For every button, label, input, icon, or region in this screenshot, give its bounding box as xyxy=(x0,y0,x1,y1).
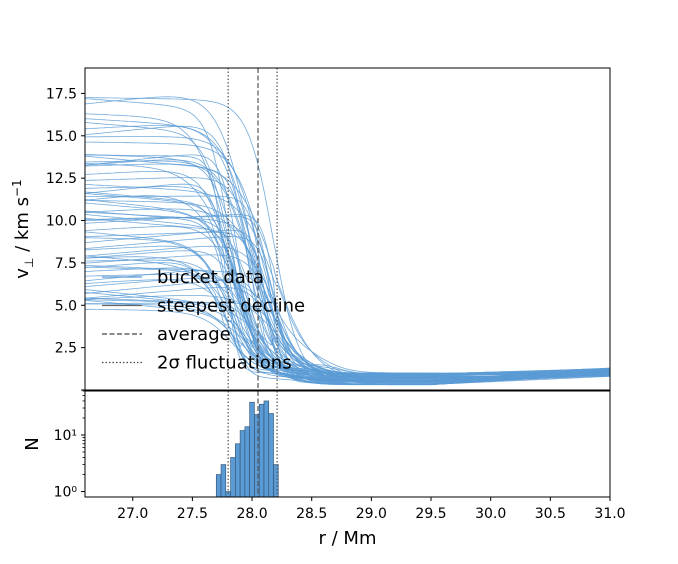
y-tick-label: 10⁰ xyxy=(54,485,78,501)
reference-lines-bottom xyxy=(227,391,278,497)
x-axis-label: r / Mm xyxy=(319,528,377,549)
x-tick-label: 30.5 xyxy=(535,506,566,522)
histogram-bar xyxy=(230,457,236,498)
x-tick-label: 27.5 xyxy=(177,506,208,522)
series-line xyxy=(84,183,610,375)
y-axis-bottom: 10⁰ 10¹ xyxy=(54,390,85,501)
legend-label: bucket data xyxy=(157,267,264,288)
y-tick-label: 17.5 xyxy=(46,86,77,102)
y-axis-label-part: ⊥ xyxy=(22,258,36,268)
legend-label: average xyxy=(157,324,231,345)
y-tick-label: 2.5 xyxy=(55,341,77,357)
y-axis-label-bottom: N xyxy=(22,437,43,450)
histogram-bar xyxy=(258,403,265,498)
histogram-bar xyxy=(244,426,250,498)
histogram-bar xyxy=(220,464,227,498)
series-line xyxy=(84,125,611,381)
legend-label: steepest decline xyxy=(157,296,305,317)
histogram-bars xyxy=(215,400,279,498)
histogram-bar xyxy=(215,474,222,498)
top-panel: bucket data steepest decline average 2σ flu… xyxy=(10,67,611,391)
top-plot-frame xyxy=(84,67,611,391)
x-tick-label: 31.0 xyxy=(594,506,625,522)
histogram-bar xyxy=(249,401,255,498)
histogram-bar xyxy=(235,443,241,498)
x-tick-label: 30.0 xyxy=(475,506,506,522)
x-axis: 27.0 27.5 28.0 28.5 29.0 29.5 30.0 30.5 31.0 xyxy=(117,497,626,522)
y-tick-label: 10¹ xyxy=(54,428,77,444)
y-axis-label-part: / km s xyxy=(12,197,33,258)
series-line xyxy=(84,214,611,382)
series-line xyxy=(84,154,611,378)
x-tick-label: 29.5 xyxy=(415,506,446,522)
series-line xyxy=(84,299,611,385)
y-tick-label: 10.0 xyxy=(46,214,77,230)
x-tick-label: 29.0 xyxy=(356,506,387,522)
reference-lines xyxy=(227,68,278,390)
legend: bucket data steepest decline average 2σ flu… xyxy=(102,267,305,374)
x-tick-label: 28.5 xyxy=(296,506,327,522)
y-axis-label-top: v⊥ / km s−1 xyxy=(10,179,36,278)
y-axis-label-part: −1 xyxy=(10,179,24,197)
x-tick-label: 27.0 xyxy=(117,506,148,522)
y-axis-top: 2.5 5.0 7.5 10.0 12.5 15.0 17.5 xyxy=(46,86,85,391)
y-tick-label: 5.0 xyxy=(55,298,77,314)
x-tick-label: 28.0 xyxy=(236,506,267,522)
histogram-bar xyxy=(268,413,274,498)
histogram-bar xyxy=(263,400,270,498)
series-line xyxy=(84,96,611,379)
bottom-plot-frame xyxy=(84,390,611,498)
y-tick-label: 12.5 xyxy=(46,171,77,187)
y-tick-label: 15.0 xyxy=(46,129,77,145)
y-axis-label-part: v xyxy=(12,268,33,279)
bottom-panel: 10⁰ 10¹ 27.0 27.5 28.0 28.5 29.0 29.5 30.0 30.5 3… xyxy=(22,390,626,549)
curve-group xyxy=(84,96,611,386)
histogram-bar xyxy=(239,430,246,498)
legend-label: 2σ fluctuations xyxy=(157,353,292,374)
y-tick-label: 7.5 xyxy=(55,256,77,272)
